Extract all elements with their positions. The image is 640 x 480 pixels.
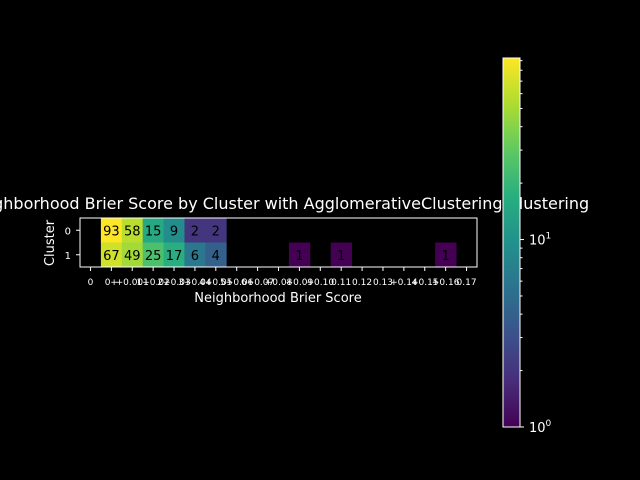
- heatmap-cell: [163, 242, 185, 268]
- cell-value-label: 49: [124, 249, 141, 264]
- cell-value-label: 25: [145, 249, 162, 264]
- x-tick-label: +0.10: [306, 278, 334, 288]
- x-tick-label: 2+0.03: [157, 278, 190, 288]
- cell-value-label: 17: [166, 249, 183, 264]
- cell-value-label: 9: [170, 224, 178, 239]
- cell-value-label: 93: [103, 224, 120, 239]
- x-tick-label: +0.001: [116, 278, 149, 288]
- heatmap-cell: [435, 242, 457, 268]
- heatmap-cell: [288, 242, 311, 268]
- heatmap-cells: 93 58 15 9 2 267 49 25 17 6 4 1 1 1: [100, 218, 457, 268]
- heatmap-cell: [184, 242, 206, 268]
- heatmap-cell: [142, 218, 164, 243]
- cell-value-label: 67: [103, 249, 120, 264]
- x-tick-label: +0.15: [411, 278, 439, 288]
- y-axis-ticks: 01: [65, 226, 80, 262]
- x-tick-label: 4+0.05: [199, 278, 232, 288]
- colorbar-ticks: 100 101: [520, 60, 552, 436]
- heatmap-cell: [205, 242, 227, 268]
- heatmap-cell: [163, 218, 185, 243]
- cell-value-label: 6: [191, 249, 199, 264]
- heatmap-cell: [184, 218, 206, 243]
- x-axis-label: Neighborhood Brier Score: [194, 291, 361, 306]
- chart-title: Neighborhood Brier Score by Cluster with…: [0, 194, 589, 213]
- cell-value-label: 15: [145, 224, 162, 239]
- heatmap-cell: [142, 242, 164, 268]
- cell-value-label: 2: [212, 224, 220, 239]
- x-tick-label: 0.13: [373, 278, 393, 288]
- y-tick-label: 0: [65, 226, 71, 237]
- colorbar-tick-label: 100: [529, 419, 552, 436]
- x-tick-label: 0: [88, 278, 94, 288]
- heatmap-cell: [121, 242, 144, 268]
- x-tick-label: +0.09: [286, 278, 314, 288]
- x-tick-label: +0.14: [390, 278, 418, 288]
- colorbar-tick-label: 101: [529, 232, 551, 249]
- colorbar: 100 101: [502, 57, 552, 436]
- x-tick-label: 0.11: [331, 278, 351, 288]
- cell-value-label: 1: [295, 249, 303, 264]
- y-tick-label: 1: [65, 251, 71, 262]
- colorbar-gradient: [503, 58, 520, 427]
- x-tick-label: 3+0.04: [178, 278, 212, 288]
- colorbar-frame: [502, 57, 521, 428]
- x-tick-label: 0+: [105, 278, 118, 288]
- cell-value-label: 4: [212, 249, 220, 264]
- heatmap-cell: [330, 242, 353, 268]
- heatmap-cell: [205, 218, 227, 243]
- x-tick-label: +0.16: [432, 278, 460, 288]
- x-tick-label: 6+0.07: [241, 278, 274, 288]
- heatmap-cell: [100, 218, 123, 243]
- y-axis-label: Cluster: [43, 219, 58, 266]
- x-tick-label: +0.08: [265, 278, 293, 288]
- heatmap-cell: [100, 242, 123, 268]
- x-tick-label: 0.17: [457, 278, 477, 288]
- cell-value-label: 1: [442, 249, 450, 264]
- x-tick-label: 5+0.06: [220, 278, 254, 288]
- cell-value-label: 1: [337, 249, 345, 264]
- heatmap-cell: [121, 218, 144, 243]
- x-tick-label: 0.12: [352, 278, 372, 288]
- x-tick-label: 1+0.02: [136, 278, 169, 288]
- cell-value-label: 58: [124, 224, 141, 239]
- cell-value-label: 2: [191, 224, 199, 239]
- x-axis-ticks: 0 0++0.0011+0.022+0.033+0.044+0.055+0.066…: [88, 267, 477, 288]
